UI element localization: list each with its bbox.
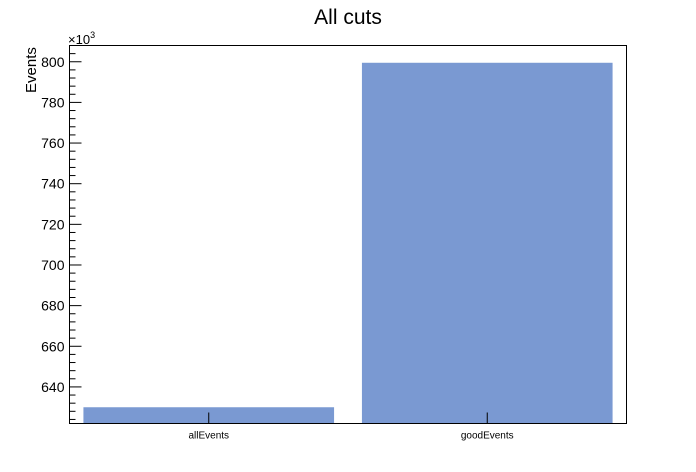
bars-layer [83,62,613,424]
axis-multiplier-exponent: 3 [90,30,95,40]
axis-multiplier: ×103 [68,30,95,47]
y-tick-label: 720 [41,216,65,232]
plot-frame [69,45,627,424]
x-axis: allEvents goodEvents [188,412,514,442]
y-tick-label: 800 [41,54,65,70]
bar-goodEvents [361,62,613,424]
x-tick-label-allEvents: allEvents [188,431,229,442]
y-tick-label: 700 [41,257,65,273]
y-axis-label: Events [23,47,40,93]
y-tick-label: 640 [41,379,65,395]
y-tick-label: 660 [41,338,65,354]
y-tick-label: 760 [41,135,65,151]
y-axis: 640 660 680 700 720 740 760 780 800 [41,45,82,420]
y-tick-label: 680 [41,298,65,314]
x-tick-label-goodEvents: goodEvents [461,431,514,442]
axis-multiplier-base: ×10 [68,32,90,47]
y-tick-label: 780 [41,94,65,110]
y-tick-label: 740 [41,176,65,192]
chart-title: All cuts [314,6,382,29]
